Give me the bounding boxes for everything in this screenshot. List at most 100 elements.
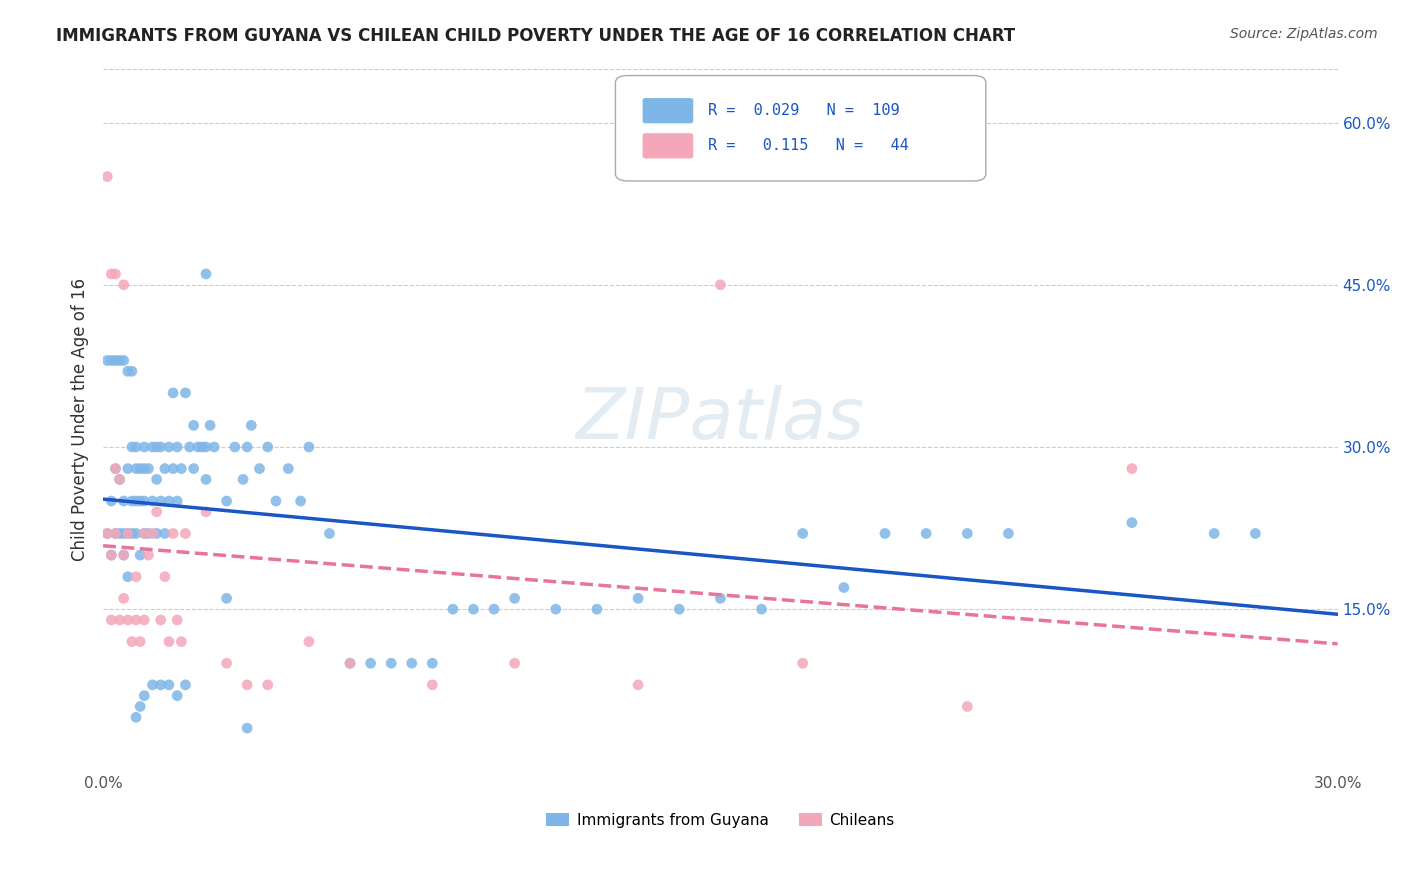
Chileans [166, 613, 188, 627]
Immigrants from Guyana [915, 526, 938, 541]
Immigrants from Guyana [792, 526, 814, 541]
Immigrants from Guyana [166, 689, 188, 703]
Chileans [134, 613, 156, 627]
Immigrants from Guyana [997, 526, 1019, 541]
Immigrants from Guyana [141, 494, 163, 508]
Immigrants from Guyana [104, 526, 127, 541]
Immigrants from Guyana [153, 461, 176, 475]
Immigrants from Guyana [668, 602, 690, 616]
Immigrants from Guyana [544, 602, 567, 616]
Chileans [298, 634, 321, 648]
Chileans [141, 526, 163, 541]
Immigrants from Guyana [360, 657, 382, 671]
Chileans [117, 613, 139, 627]
Immigrants from Guyana [100, 353, 122, 368]
Immigrants from Guyana [627, 591, 650, 606]
Immigrants from Guyana [195, 267, 218, 281]
Immigrants from Guyana [121, 364, 143, 378]
Immigrants from Guyana [108, 472, 131, 486]
Immigrants from Guyana [586, 602, 609, 616]
Immigrants from Guyana [117, 570, 139, 584]
Immigrants from Guyana [420, 657, 443, 671]
Chileans [792, 657, 814, 671]
Immigrants from Guyana [96, 526, 118, 541]
Immigrants from Guyana [162, 385, 184, 400]
FancyBboxPatch shape [616, 76, 986, 181]
Immigrants from Guyana [174, 678, 197, 692]
Immigrants from Guyana [751, 602, 773, 616]
Chileans [138, 548, 160, 562]
Immigrants from Guyana [125, 461, 148, 475]
Chileans [104, 267, 127, 281]
Chileans [420, 678, 443, 692]
Chileans [256, 678, 278, 692]
Immigrants from Guyana [129, 494, 152, 508]
Immigrants from Guyana [134, 494, 156, 508]
Immigrants from Guyana [141, 678, 163, 692]
Immigrants from Guyana [96, 353, 118, 368]
Immigrants from Guyana [100, 548, 122, 562]
Immigrants from Guyana [145, 472, 167, 486]
Chileans [100, 267, 122, 281]
Immigrants from Guyana [170, 461, 193, 475]
Immigrants from Guyana [100, 494, 122, 508]
Immigrants from Guyana [125, 440, 148, 454]
Chileans [709, 277, 731, 292]
Immigrants from Guyana [121, 494, 143, 508]
Chileans [108, 472, 131, 486]
Immigrants from Guyana [104, 461, 127, 475]
Immigrants from Guyana [236, 440, 259, 454]
Immigrants from Guyana [117, 461, 139, 475]
Chileans [134, 526, 156, 541]
Immigrants from Guyana [873, 526, 896, 541]
Immigrants from Guyana [198, 418, 221, 433]
Immigrants from Guyana [125, 526, 148, 541]
Immigrants from Guyana [1244, 526, 1267, 541]
Immigrants from Guyana [112, 353, 135, 368]
Chileans [104, 526, 127, 541]
Immigrants from Guyana [298, 440, 321, 454]
Immigrants from Guyana [339, 657, 361, 671]
Immigrants from Guyana [463, 602, 485, 616]
Legend: Immigrants from Guyana, Chileans: Immigrants from Guyana, Chileans [540, 806, 901, 834]
Immigrants from Guyana [256, 440, 278, 454]
Immigrants from Guyana [157, 440, 180, 454]
Immigrants from Guyana [145, 440, 167, 454]
Chileans [96, 169, 118, 184]
Immigrants from Guyana [157, 494, 180, 508]
Immigrants from Guyana [503, 591, 526, 606]
Immigrants from Guyana [129, 461, 152, 475]
Immigrants from Guyana [191, 440, 214, 454]
Immigrants from Guyana [134, 689, 156, 703]
Immigrants from Guyana [117, 364, 139, 378]
Chileans [100, 613, 122, 627]
Chileans [1121, 461, 1143, 475]
Immigrants from Guyana [134, 461, 156, 475]
Chileans [145, 505, 167, 519]
Chileans [112, 591, 135, 606]
Immigrants from Guyana [138, 461, 160, 475]
Chileans [108, 613, 131, 627]
Immigrants from Guyana [232, 472, 254, 486]
Immigrants from Guyana [138, 526, 160, 541]
Immigrants from Guyana [956, 526, 979, 541]
Immigrants from Guyana [240, 418, 263, 433]
Immigrants from Guyana [236, 721, 259, 735]
Immigrants from Guyana [1121, 516, 1143, 530]
Chileans [236, 678, 259, 692]
Immigrants from Guyana [441, 602, 464, 616]
Immigrants from Guyana [129, 548, 152, 562]
Immigrants from Guyana [149, 440, 172, 454]
Text: R =   0.115   N =   44: R = 0.115 N = 44 [709, 138, 908, 153]
Immigrants from Guyana [202, 440, 225, 454]
Chileans [339, 657, 361, 671]
Immigrants from Guyana [187, 440, 209, 454]
Y-axis label: Child Poverty Under the Age of 16: Child Poverty Under the Age of 16 [72, 278, 89, 561]
Chileans [170, 634, 193, 648]
Immigrants from Guyana [112, 494, 135, 508]
Immigrants from Guyana [112, 548, 135, 562]
Immigrants from Guyana [215, 494, 238, 508]
Chileans [162, 526, 184, 541]
Immigrants from Guyana [183, 461, 205, 475]
Immigrants from Guyana [125, 494, 148, 508]
